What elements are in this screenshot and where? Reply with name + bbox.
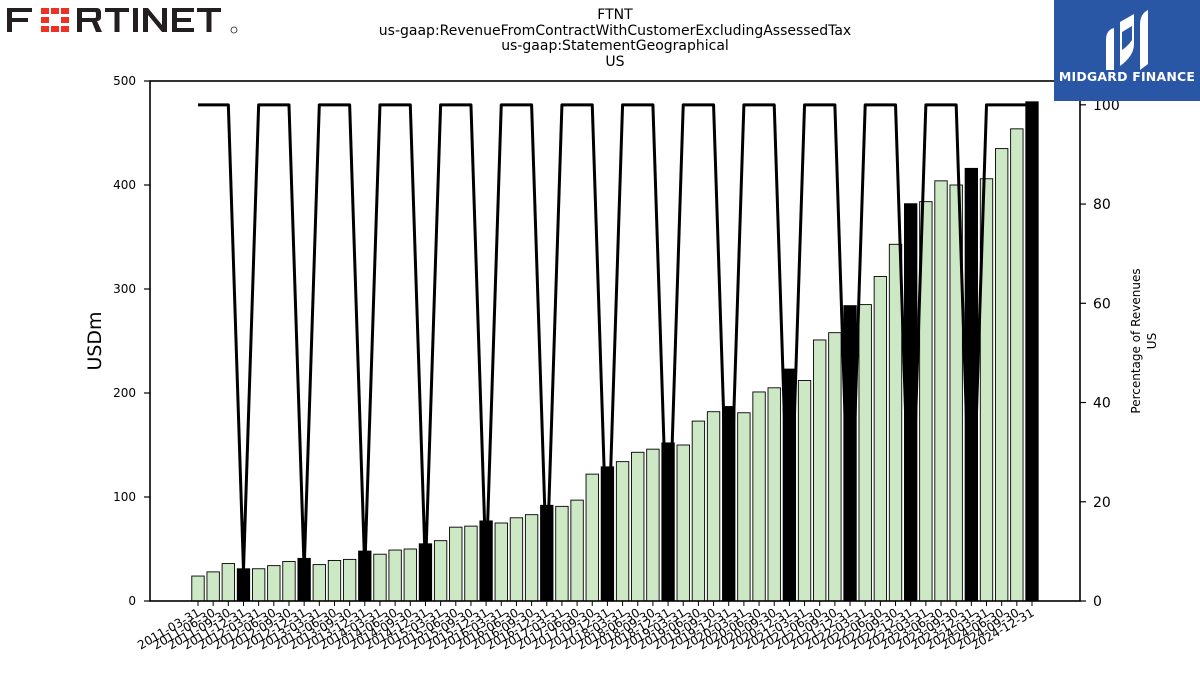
bar-2022-09-30 — [888, 243, 903, 602]
bar-2012-09-30 — [282, 561, 296, 602]
right-tick-label: 0 — [1093, 594, 1102, 610]
bar-2013-09-30 — [342, 558, 357, 602]
bar-2021-03-31 — [797, 380, 812, 602]
chart-title-axis: us-gaap:StatementGeographical — [501, 38, 729, 54]
bar-2016-06-30 — [509, 517, 524, 602]
bar-2012-06-30 — [267, 565, 281, 602]
bar-2021-09-30 — [828, 332, 842, 602]
left-tick-label: 200 — [113, 386, 136, 400]
bar-2017-03-31 — [555, 505, 569, 602]
bar-2012-03-31 — [251, 568, 266, 602]
right-axis-label-line1: Percentage of Revenues — [1129, 268, 1143, 413]
bar-2016-09-30 — [524, 514, 539, 602]
bar-2013-03-31 — [312, 564, 326, 602]
bar-2013-06-30 — [327, 559, 342, 602]
chart-title-ticker: FTNT — [597, 7, 633, 23]
bar-2011-03-31 — [191, 575, 205, 602]
fortinet-logo — [7, 8, 238, 34]
left-tick-label: 100 — [113, 490, 136, 504]
bar-2014-06-30 — [388, 549, 402, 602]
bar-2019-06-30 — [691, 420, 706, 602]
bar-2011-09-30 — [221, 563, 235, 602]
fortinet-logo-letters — [7, 8, 238, 34]
bar-2018-03-31 — [615, 461, 630, 602]
right-tick-label: 60 — [1093, 296, 1111, 312]
plot-frame — [149, 80, 1081, 602]
right-axis-ticks: 0 20 40 60 80 100 — [1080, 98, 1120, 610]
chart-title-member: US — [605, 53, 625, 70]
bar-2024-09-30 — [1010, 128, 1024, 602]
bar-2011-06-30 — [206, 571, 220, 602]
left-tick-label: 300 — [113, 282, 136, 296]
bar-2018-06-30 — [631, 451, 645, 602]
percentage-line-series — [198, 103, 1032, 572]
bar-2020-03-31 — [737, 412, 751, 602]
bar-2016-03-31 — [494, 522, 508, 602]
left-axis-ticks: 0 100 200 300 400 500 — [113, 74, 150, 608]
bar-2015-06-30 — [449, 526, 463, 602]
bar-2017-09-30 — [585, 473, 599, 602]
chart-title-block: FTNT us-gaap:RevenueFromContractWithCust… — [300, 7, 930, 70]
midgard-finance-badge: MIDGARD FINANCE — [1054, 0, 1200, 101]
bar-annual-2011-12-31 — [236, 568, 251, 602]
fortinet-logo-o-grid-icon — [41, 8, 69, 32]
bar-2014-09-30 — [403, 548, 417, 602]
x-axis-ticks: 2011-03-312011-06-302011-09-302011-12-31… — [135, 601, 1037, 652]
left-tick-label: 0 — [128, 594, 136, 608]
bar-2019-09-30 — [706, 411, 721, 602]
chart-title-concept: us-gaap:RevenueFromContractWithCustomerE… — [378, 22, 852, 39]
left-tick-label: 500 — [113, 74, 136, 88]
bar-2015-09-30 — [464, 525, 478, 602]
bar-2019-03-31 — [676, 444, 690, 602]
bar-2020-06-30 — [752, 391, 766, 602]
bar-2024-06-30 — [995, 148, 1009, 602]
percentage-line — [198, 103, 1032, 572]
midgard-finance-label: MIDGARD FINANCE — [1058, 69, 1196, 84]
bar-2020-09-30 — [767, 387, 781, 602]
right-tick-label: 100 — [1093, 98, 1120, 114]
bar-2018-09-30 — [646, 448, 660, 602]
bar-2022-06-30 — [873, 276, 888, 602]
right-tick-label: 40 — [1093, 396, 1111, 412]
bar-2023-06-30 — [934, 180, 948, 602]
bar-annual-2024-12-31 — [1025, 101, 1039, 602]
bar-2015-03-31 — [433, 540, 448, 602]
right-tick-label: 80 — [1093, 197, 1111, 213]
right-axis-label-line2: US — [1145, 333, 1159, 349]
bar-2014-03-31 — [373, 553, 387, 602]
right-tick-label: 20 — [1093, 495, 1111, 511]
midgard-logo-icon — [1106, 10, 1148, 70]
bar-2021-06-30 — [813, 339, 827, 602]
bar-2022-03-31 — [858, 304, 872, 602]
left-axis-label: USDm — [84, 311, 106, 370]
bar-2017-06-30 — [570, 499, 584, 602]
left-tick-label: 400 — [113, 178, 136, 192]
